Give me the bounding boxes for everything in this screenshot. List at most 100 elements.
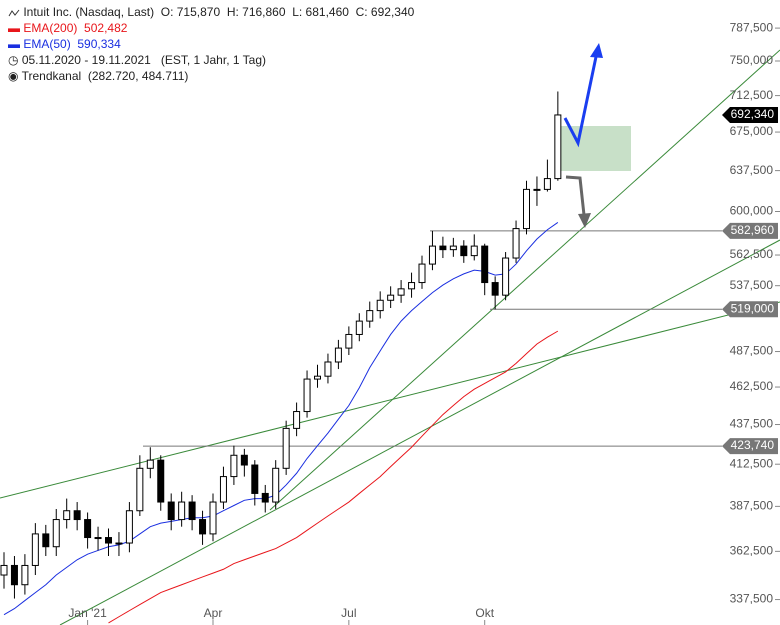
level-label: 582,960 xyxy=(731,223,775,237)
candle-body xyxy=(209,501,217,535)
y-tick-label: 462,500 xyxy=(730,379,774,393)
down-arrow xyxy=(565,175,586,216)
candle-body xyxy=(428,245,436,265)
ema-line xyxy=(3,222,559,616)
candle-body xyxy=(10,564,18,586)
candle-body xyxy=(523,188,530,230)
candle-body xyxy=(355,320,363,335)
legend-value: 590,334 xyxy=(77,37,121,51)
candle-body xyxy=(31,533,39,566)
candle-body xyxy=(439,245,447,251)
candle-body xyxy=(543,178,551,190)
candle-body xyxy=(125,510,133,544)
candle-body xyxy=(376,299,384,312)
candle-body xyxy=(251,464,259,494)
legend-entry: ▬ EMA(200) 502,482 xyxy=(8,21,128,35)
last-price-tag xyxy=(722,106,778,123)
candle-body xyxy=(115,542,123,545)
x-tick-label: Jul xyxy=(341,606,356,620)
level-tag xyxy=(722,222,778,239)
candle-body xyxy=(167,501,175,521)
candle-body xyxy=(334,347,342,363)
candle-body xyxy=(105,537,112,544)
y-tick-label: 337,500 xyxy=(730,592,774,606)
candle-body xyxy=(324,361,332,377)
close: C: 692,340 xyxy=(355,5,415,19)
candle-body xyxy=(178,501,186,521)
last-price-label: 692,340 xyxy=(731,107,775,121)
y-tick-label: 750,000 xyxy=(730,53,774,67)
target-zone xyxy=(558,126,631,171)
channel: Trendkanal xyxy=(21,69,82,83)
candle-body xyxy=(230,454,238,478)
candle-body xyxy=(21,564,29,586)
candle-body xyxy=(502,257,510,296)
candle-body xyxy=(481,245,489,284)
candle-body xyxy=(512,228,520,259)
candle-body xyxy=(533,188,541,191)
high: H: 716,860 xyxy=(226,5,286,19)
candle-body xyxy=(146,459,154,469)
candle-body xyxy=(470,245,478,257)
open: O: 715,870 xyxy=(160,5,221,19)
y-tick-label: 712,500 xyxy=(730,88,774,102)
legend-value: 502,482 xyxy=(84,21,128,35)
y-tick-label: 675,000 xyxy=(730,124,774,138)
level-tag xyxy=(722,301,778,318)
y-tick-label: 600,000 xyxy=(730,204,774,218)
candle-body xyxy=(314,375,321,380)
candle-body xyxy=(73,510,81,521)
candle-body xyxy=(303,378,311,413)
candle-body xyxy=(345,333,353,349)
candle-body xyxy=(293,411,301,429)
y-tick-label: 362,500 xyxy=(730,544,774,558)
y-tick-label: 487,500 xyxy=(730,344,774,358)
candle-body xyxy=(272,467,280,503)
y-tick-label: 787,500 xyxy=(730,20,774,34)
range-line: ◷ 05.11.2020 - 19.11.2021 (EST, 1 Jahr, … xyxy=(8,53,266,67)
y-tick-label: 537,500 xyxy=(730,278,774,292)
candle-body xyxy=(63,510,71,521)
title: Intuit Inc. (Nasdaq, Last) xyxy=(23,5,155,19)
channel-values: (282.720, 484.711) xyxy=(87,69,189,83)
y-tick-label: 437,500 xyxy=(730,417,774,431)
trend-line xyxy=(0,301,780,499)
range-info: (EST, 1 Jahr, 1 Tag) xyxy=(160,53,266,67)
icon xyxy=(8,9,20,17)
y-tick-label: 387,500 xyxy=(730,499,774,513)
candle-body xyxy=(219,476,227,503)
arrow-head xyxy=(578,213,591,228)
y-tick-label: 412,500 xyxy=(730,456,774,470)
range: 05.11.2020 - 19.11.2021 xyxy=(21,53,151,67)
x-tick-label: Apr xyxy=(204,606,223,620)
x-tick-label: Okt xyxy=(475,606,494,620)
trend-channel xyxy=(0,49,780,625)
legend-name: EMA(50) xyxy=(23,37,71,51)
candle-body xyxy=(460,245,468,257)
candle-body xyxy=(554,114,562,180)
candle-body xyxy=(408,282,416,290)
low: L: 681,460 xyxy=(292,5,349,19)
candle-body xyxy=(94,537,102,540)
candle-body xyxy=(397,288,405,296)
legend-name: EMA(200) xyxy=(23,21,78,35)
candle-body xyxy=(366,310,374,322)
level-tag xyxy=(722,438,778,455)
candle-body xyxy=(261,492,269,503)
x-tick-label: Jan '21 xyxy=(68,606,107,620)
candle-body xyxy=(84,519,92,539)
candle-body xyxy=(282,427,290,469)
header-line: Intuit Inc. (Nasdaq, Last) O: 715,870 H:… xyxy=(8,5,414,19)
candle-body xyxy=(199,519,207,535)
y-tick-label: 562,500 xyxy=(730,247,774,261)
candle-body xyxy=(240,454,248,466)
ema-line xyxy=(108,330,559,624)
trend-line xyxy=(269,49,780,511)
candle-body xyxy=(418,263,426,284)
legend-entry: ▬ EMA(50) 590,334 xyxy=(8,37,121,51)
y-tick-label: 637,500 xyxy=(730,163,774,177)
up-arrow xyxy=(563,51,599,148)
candle-body xyxy=(188,501,196,521)
